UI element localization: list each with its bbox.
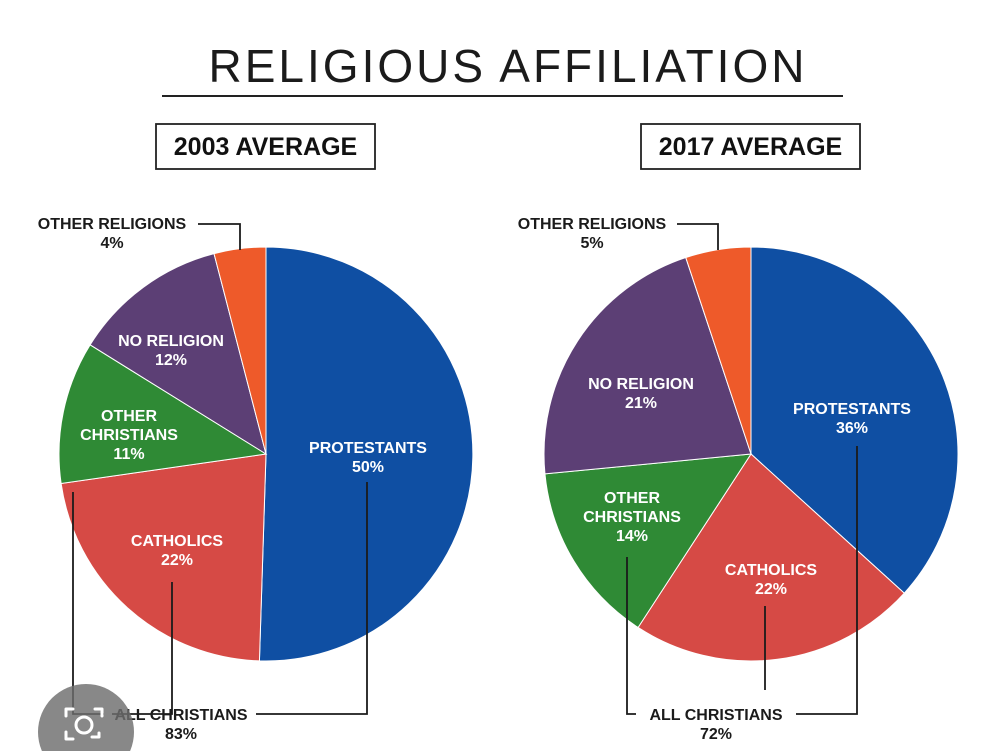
slice-2017-catholics xyxy=(637,453,905,662)
year-box-2017 xyxy=(640,123,861,170)
label-2017-all-christians: ALL CHRISTIANS xyxy=(649,707,782,724)
value-2003-all-christians: 83% xyxy=(165,726,197,743)
leader-2017-other-religions xyxy=(677,223,719,250)
label-2017-catholics: CATHOLICS xyxy=(725,562,817,579)
year-box-2003 xyxy=(155,123,376,170)
camera-icon[interactable] xyxy=(62,704,106,744)
leader-2017-other-christians xyxy=(626,557,636,715)
value-2003-protestants: 50% xyxy=(352,459,384,476)
value-2003-no-religion: 12% xyxy=(155,352,187,369)
chart-2003-heading: 2003 AVERAGE xyxy=(155,123,376,170)
slice-2003-protestants xyxy=(258,246,474,662)
label-2003-other-christians-1: OTHER xyxy=(101,408,157,425)
pie-2017 xyxy=(543,246,959,662)
value-2003-other-religions: 4% xyxy=(100,235,123,252)
value-2017-other-religions: 5% xyxy=(580,235,603,252)
label-2017-other-christians-2: CHRISTIANS xyxy=(583,509,681,526)
leader-2003-other-religions xyxy=(198,223,241,250)
label-2003-all-christians: ALL CHRISTIANS xyxy=(114,707,247,724)
leader-2017-protestants xyxy=(796,446,858,715)
slice-2003-catholics xyxy=(60,453,267,662)
label-2017-other-religions: OTHER RELIGIONS xyxy=(518,216,667,233)
slice-2017-other-christians xyxy=(544,453,752,629)
chart-title: RELIGIOUS AFFILIATION xyxy=(209,40,808,92)
slice-2003-other-christians xyxy=(58,344,268,485)
labels-2017: OTHER RELIGIONS 5% NO RELIGION 21% PROTE… xyxy=(518,216,912,743)
chart-2017-title: 2017 AVERAGE xyxy=(659,133,842,161)
leader-2003-catholics xyxy=(112,582,173,715)
slice-2017-protestants xyxy=(750,246,959,594)
label-2017-other-christians-1: OTHER xyxy=(604,490,660,507)
label-2003-no-religion: NO RELIGION xyxy=(118,333,224,350)
value-2017-no-religion: 21% xyxy=(625,395,657,412)
chart-2003-title: 2003 AVERAGE xyxy=(174,133,357,161)
leader-2003-protestants xyxy=(256,482,368,715)
chart-2017-heading: 2017 AVERAGE xyxy=(640,123,861,170)
slice-2017-no-religion xyxy=(543,256,752,475)
value-2017-all-christians: 72% xyxy=(700,726,732,743)
labels-2003: OTHER RELIGIONS 4% NO RELIGION 12% OTHER… xyxy=(38,216,428,743)
slice-2003-no-religion xyxy=(89,253,267,456)
label-2003-other-religions: OTHER RELIGIONS xyxy=(38,216,187,233)
value-2017-other-christians: 14% xyxy=(616,528,648,545)
value-2017-catholics: 22% xyxy=(755,581,787,598)
value-2017-protestants: 36% xyxy=(836,420,868,437)
leaders-2017 xyxy=(626,223,858,715)
label-2003-catholics: CATHOLICS xyxy=(131,533,223,550)
value-2003-catholics: 22% xyxy=(161,552,193,569)
value-2003-other-christians: 11% xyxy=(113,446,144,463)
label-2017-no-religion: NO RELIGION xyxy=(588,376,694,393)
label-2017-protestants: PROTESTANTS xyxy=(793,401,911,418)
pie-2003 xyxy=(58,246,474,662)
label-2003-other-christians-2: CHRISTIANS xyxy=(80,427,178,444)
label-2003-protestants: PROTESTANTS xyxy=(309,440,427,457)
